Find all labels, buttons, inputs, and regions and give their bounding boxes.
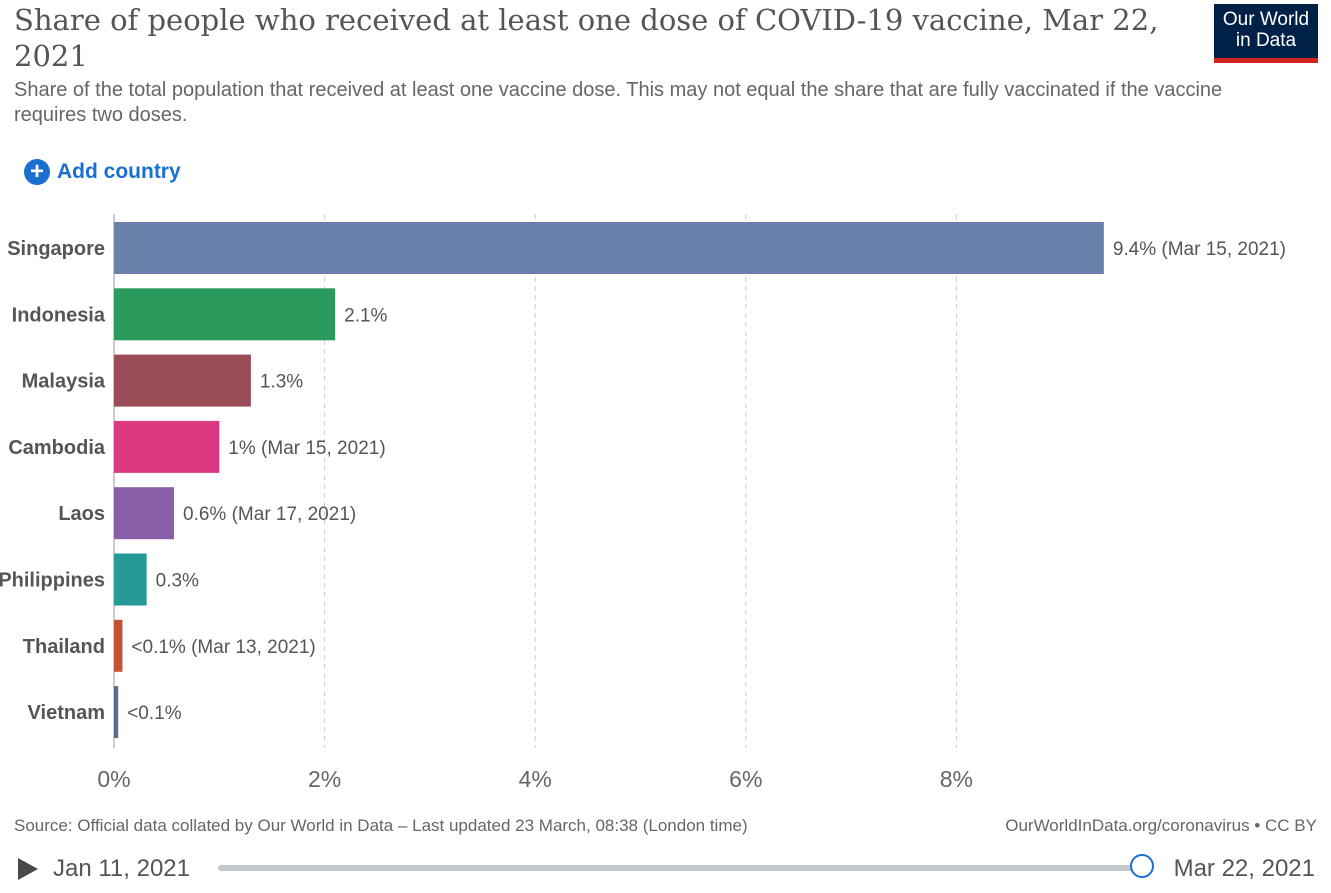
bar-cambodia	[114, 420, 220, 473]
bar-philippines	[114, 553, 147, 606]
play-icon[interactable]	[18, 858, 38, 880]
timeline-end-date: Mar 22, 2021	[1173, 855, 1315, 882]
category-label: Indonesia	[12, 304, 106, 326]
plus-circle-icon: +	[24, 159, 50, 185]
data-label: 0.6% (Mar 17, 2021)	[183, 504, 356, 525]
category-label: Vietnam	[28, 702, 105, 724]
logo-line-1: Our World	[1222, 9, 1310, 30]
bar-malaysia	[114, 354, 251, 407]
data-label: 2.1%	[344, 305, 387, 326]
category-label: Malaysia	[22, 371, 106, 393]
x-tick-label: 6%	[729, 766, 762, 792]
timeline-handle[interactable]	[1130, 854, 1154, 878]
chart-title: Share of people who received at least on…	[14, 3, 1159, 73]
data-label: 1% (Mar 15, 2021)	[228, 438, 385, 459]
x-tick-label: 4%	[519, 766, 552, 792]
bar-vietnam	[114, 686, 119, 739]
bar-chart: 0% 2% 4% 6% 8% Singapore 9.4% (Mar 15, 2021) In…	[0, 214, 1286, 792]
bar-thailand	[114, 619, 123, 672]
bar-singapore	[114, 222, 1104, 274]
bar-indonesia	[114, 288, 336, 341]
source-link[interactable]: OurWorldInData.org/coronavirus • CC BY	[1005, 816, 1317, 835]
x-tick-label: 8%	[940, 766, 973, 792]
category-label: Singapore	[7, 238, 105, 260]
category-label: Laos	[58, 503, 105, 525]
bar-laos	[114, 487, 175, 540]
x-tick-label: 0%	[97, 766, 130, 792]
data-label: 1.3%	[260, 372, 303, 393]
category-label: Thailand	[23, 636, 105, 658]
timeline-track[interactable]	[218, 865, 1145, 871]
data-label: <0.1%	[127, 703, 182, 724]
timeline: Jan 11, 2021 Mar 22, 2021	[0, 848, 1331, 890]
owid-logo[interactable]: Our World in Data	[1214, 4, 1318, 63]
x-tick-label: 2%	[308, 766, 341, 792]
category-label: Philippines	[0, 570, 105, 592]
category-label: Cambodia	[8, 437, 106, 459]
logo-line-2: in Data	[1235, 30, 1297, 51]
add-country-label: Add country	[57, 160, 181, 183]
timeline-start-date: Jan 11, 2021	[53, 855, 191, 882]
data-label: <0.1% (Mar 13, 2021)	[131, 637, 315, 658]
add-country-button[interactable]: + Add country	[24, 157, 181, 187]
data-label: 9.4% (Mar 15, 2021)	[1113, 239, 1286, 260]
chart-subtitle: Share of the total population that recei…	[14, 79, 1223, 126]
source-note: Source: Official data collated by Our Wo…	[14, 816, 748, 835]
data-label: 0.3%	[156, 571, 199, 592]
